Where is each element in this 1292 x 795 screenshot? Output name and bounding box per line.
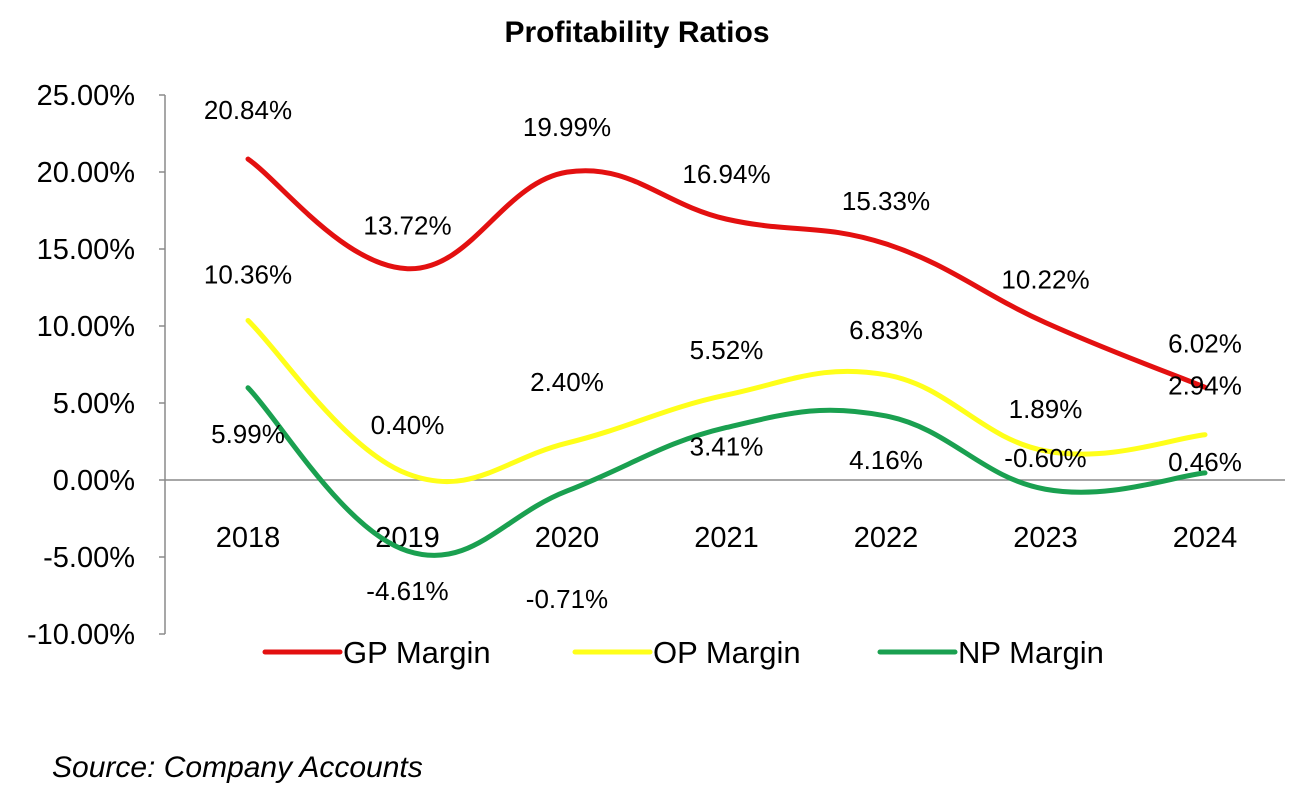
chart-title: Profitability Ratios <box>504 16 769 49</box>
y-tick-label: 25.00% <box>37 80 135 112</box>
data-label-np-margin: 0.46% <box>1168 447 1242 477</box>
series-line-op-margin <box>245 317 1208 485</box>
data-label-gp-margin: 15.33% <box>842 186 930 216</box>
data-label-np-margin: -0.60% <box>1004 443 1086 473</box>
data-label-op-margin: 0.40% <box>371 410 445 440</box>
y-tick-label: -10.00% <box>27 619 135 651</box>
data-label-op-margin: 10.36% <box>204 259 292 289</box>
data-label-gp-margin: 20.84% <box>204 95 292 125</box>
x-tick-label: 2020 <box>535 522 600 554</box>
legend: GP Margin OP Margin NP Margin <box>262 635 1104 670</box>
axes: 25.00% 20.00% 15.00% 10.00% 5.00% 0.00% -5.00%… <box>27 80 1285 651</box>
source-note: Source: Company Accounts <box>52 751 423 784</box>
data-label-gp-margin: 13.72% <box>363 211 451 241</box>
data-label-op-margin: 6.83% <box>849 315 923 345</box>
x-tick-label: 2021 <box>694 522 759 554</box>
data-label-gp-margin: 16.94% <box>682 159 770 189</box>
legend-label: GP Margin <box>343 635 491 670</box>
y-tick-label: 20.00% <box>37 157 135 189</box>
data-label-np-margin: -0.71% <box>526 584 608 614</box>
data-labels: 20.84% 13.72% 19.99% 16.94% 15.33% 10.22% 6.02… <box>204 95 1242 614</box>
y-tick-label: 0.00% <box>53 465 135 497</box>
data-label-np-margin: 4.16% <box>849 445 923 475</box>
x-tick-label: 2018 <box>216 522 281 554</box>
x-tick-label: 2022 <box>854 522 919 554</box>
series-lines <box>245 156 1208 558</box>
legend-item-gp-margin: GP Margin <box>262 635 491 670</box>
data-label-op-margin: 2.94% <box>1168 371 1242 401</box>
y-tick-label: 10.00% <box>37 311 135 343</box>
legend-item-np-margin: NP Margin <box>877 635 1104 670</box>
data-label-np-margin: 3.41% <box>690 431 764 461</box>
legend-item-op-margin: OP Margin <box>572 635 801 670</box>
y-tick-label: 5.00% <box>53 388 135 420</box>
data-label-op-margin: 5.52% <box>690 335 764 365</box>
legend-label: NP Margin <box>958 635 1104 670</box>
data-label-op-margin: 2.40% <box>530 367 604 397</box>
data-label-np-margin: 5.99% <box>211 419 285 449</box>
data-label-op-margin: 1.89% <box>1009 394 1083 424</box>
y-tick-label: -5.00% <box>43 542 135 574</box>
data-label-np-margin: -4.61% <box>366 576 448 606</box>
legend-label: OP Margin <box>653 635 801 670</box>
data-label-gp-margin: 10.22% <box>1001 265 1089 295</box>
x-tick-label: 2023 <box>1013 522 1078 554</box>
series-line-np-margin <box>245 385 1208 558</box>
x-tick-label: 2024 <box>1173 522 1238 554</box>
series-line-gp-margin <box>245 156 1208 390</box>
data-label-gp-margin: 19.99% <box>523 112 611 142</box>
y-tick-label: 15.00% <box>37 234 135 266</box>
data-label-gp-margin: 6.02% <box>1168 328 1242 358</box>
